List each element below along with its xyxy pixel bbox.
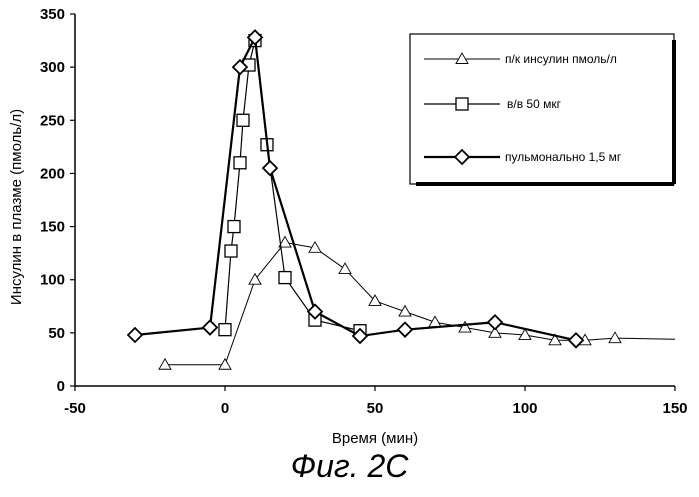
x-tick-label: 150 bbox=[662, 400, 687, 417]
data-point bbox=[225, 245, 237, 257]
legend-label: в/в 50 мкг bbox=[507, 97, 562, 111]
y-tick-label: 250 bbox=[40, 112, 65, 129]
series-square bbox=[219, 35, 366, 337]
x-tick-label: -50 bbox=[64, 400, 86, 417]
data-point bbox=[228, 221, 240, 233]
y-tick-label: 0 bbox=[57, 378, 65, 395]
legend: п/к инсулин пмоль/л в/в 50 мкг пульмональн… bbox=[410, 34, 674, 184]
figure-caption: Фиг. 2С bbox=[0, 448, 699, 485]
y-tick-label: 200 bbox=[40, 165, 65, 182]
y-tick-label: 150 bbox=[40, 219, 65, 236]
x-tick-label: 100 bbox=[512, 400, 537, 417]
data-point bbox=[399, 306, 411, 317]
legend-label: п/к инсулин пмоль/л bbox=[505, 52, 617, 66]
x-tick-label: 50 bbox=[367, 400, 384, 417]
series-line bbox=[225, 41, 360, 331]
data-point bbox=[203, 321, 217, 335]
y-tick-label: 100 bbox=[40, 272, 65, 289]
data-point bbox=[488, 315, 502, 329]
data-point bbox=[398, 323, 412, 337]
data-point bbox=[279, 272, 291, 284]
data-point bbox=[219, 324, 231, 336]
data-point bbox=[159, 359, 171, 370]
data-point bbox=[237, 114, 249, 126]
data-point bbox=[263, 161, 277, 175]
legend-marker bbox=[456, 98, 468, 110]
series-line bbox=[165, 243, 675, 365]
data-point bbox=[429, 316, 441, 327]
data-point bbox=[219, 359, 231, 370]
y-tick-label: 50 bbox=[48, 325, 65, 342]
data-point bbox=[234, 157, 246, 169]
x-tick-label: 0 bbox=[221, 400, 229, 417]
data-point bbox=[339, 263, 351, 274]
data-point bbox=[609, 332, 621, 343]
data-point bbox=[128, 328, 142, 342]
x-axis-label: Время (мин) bbox=[332, 430, 418, 447]
y-axis-label: Инсулин в плазме (пмоль/л) bbox=[8, 109, 25, 305]
y-tick-label: 300 bbox=[40, 59, 65, 76]
legend-label: пульмонально 1,5 мг bbox=[505, 150, 622, 164]
y-tick-label: 350 bbox=[40, 6, 65, 23]
